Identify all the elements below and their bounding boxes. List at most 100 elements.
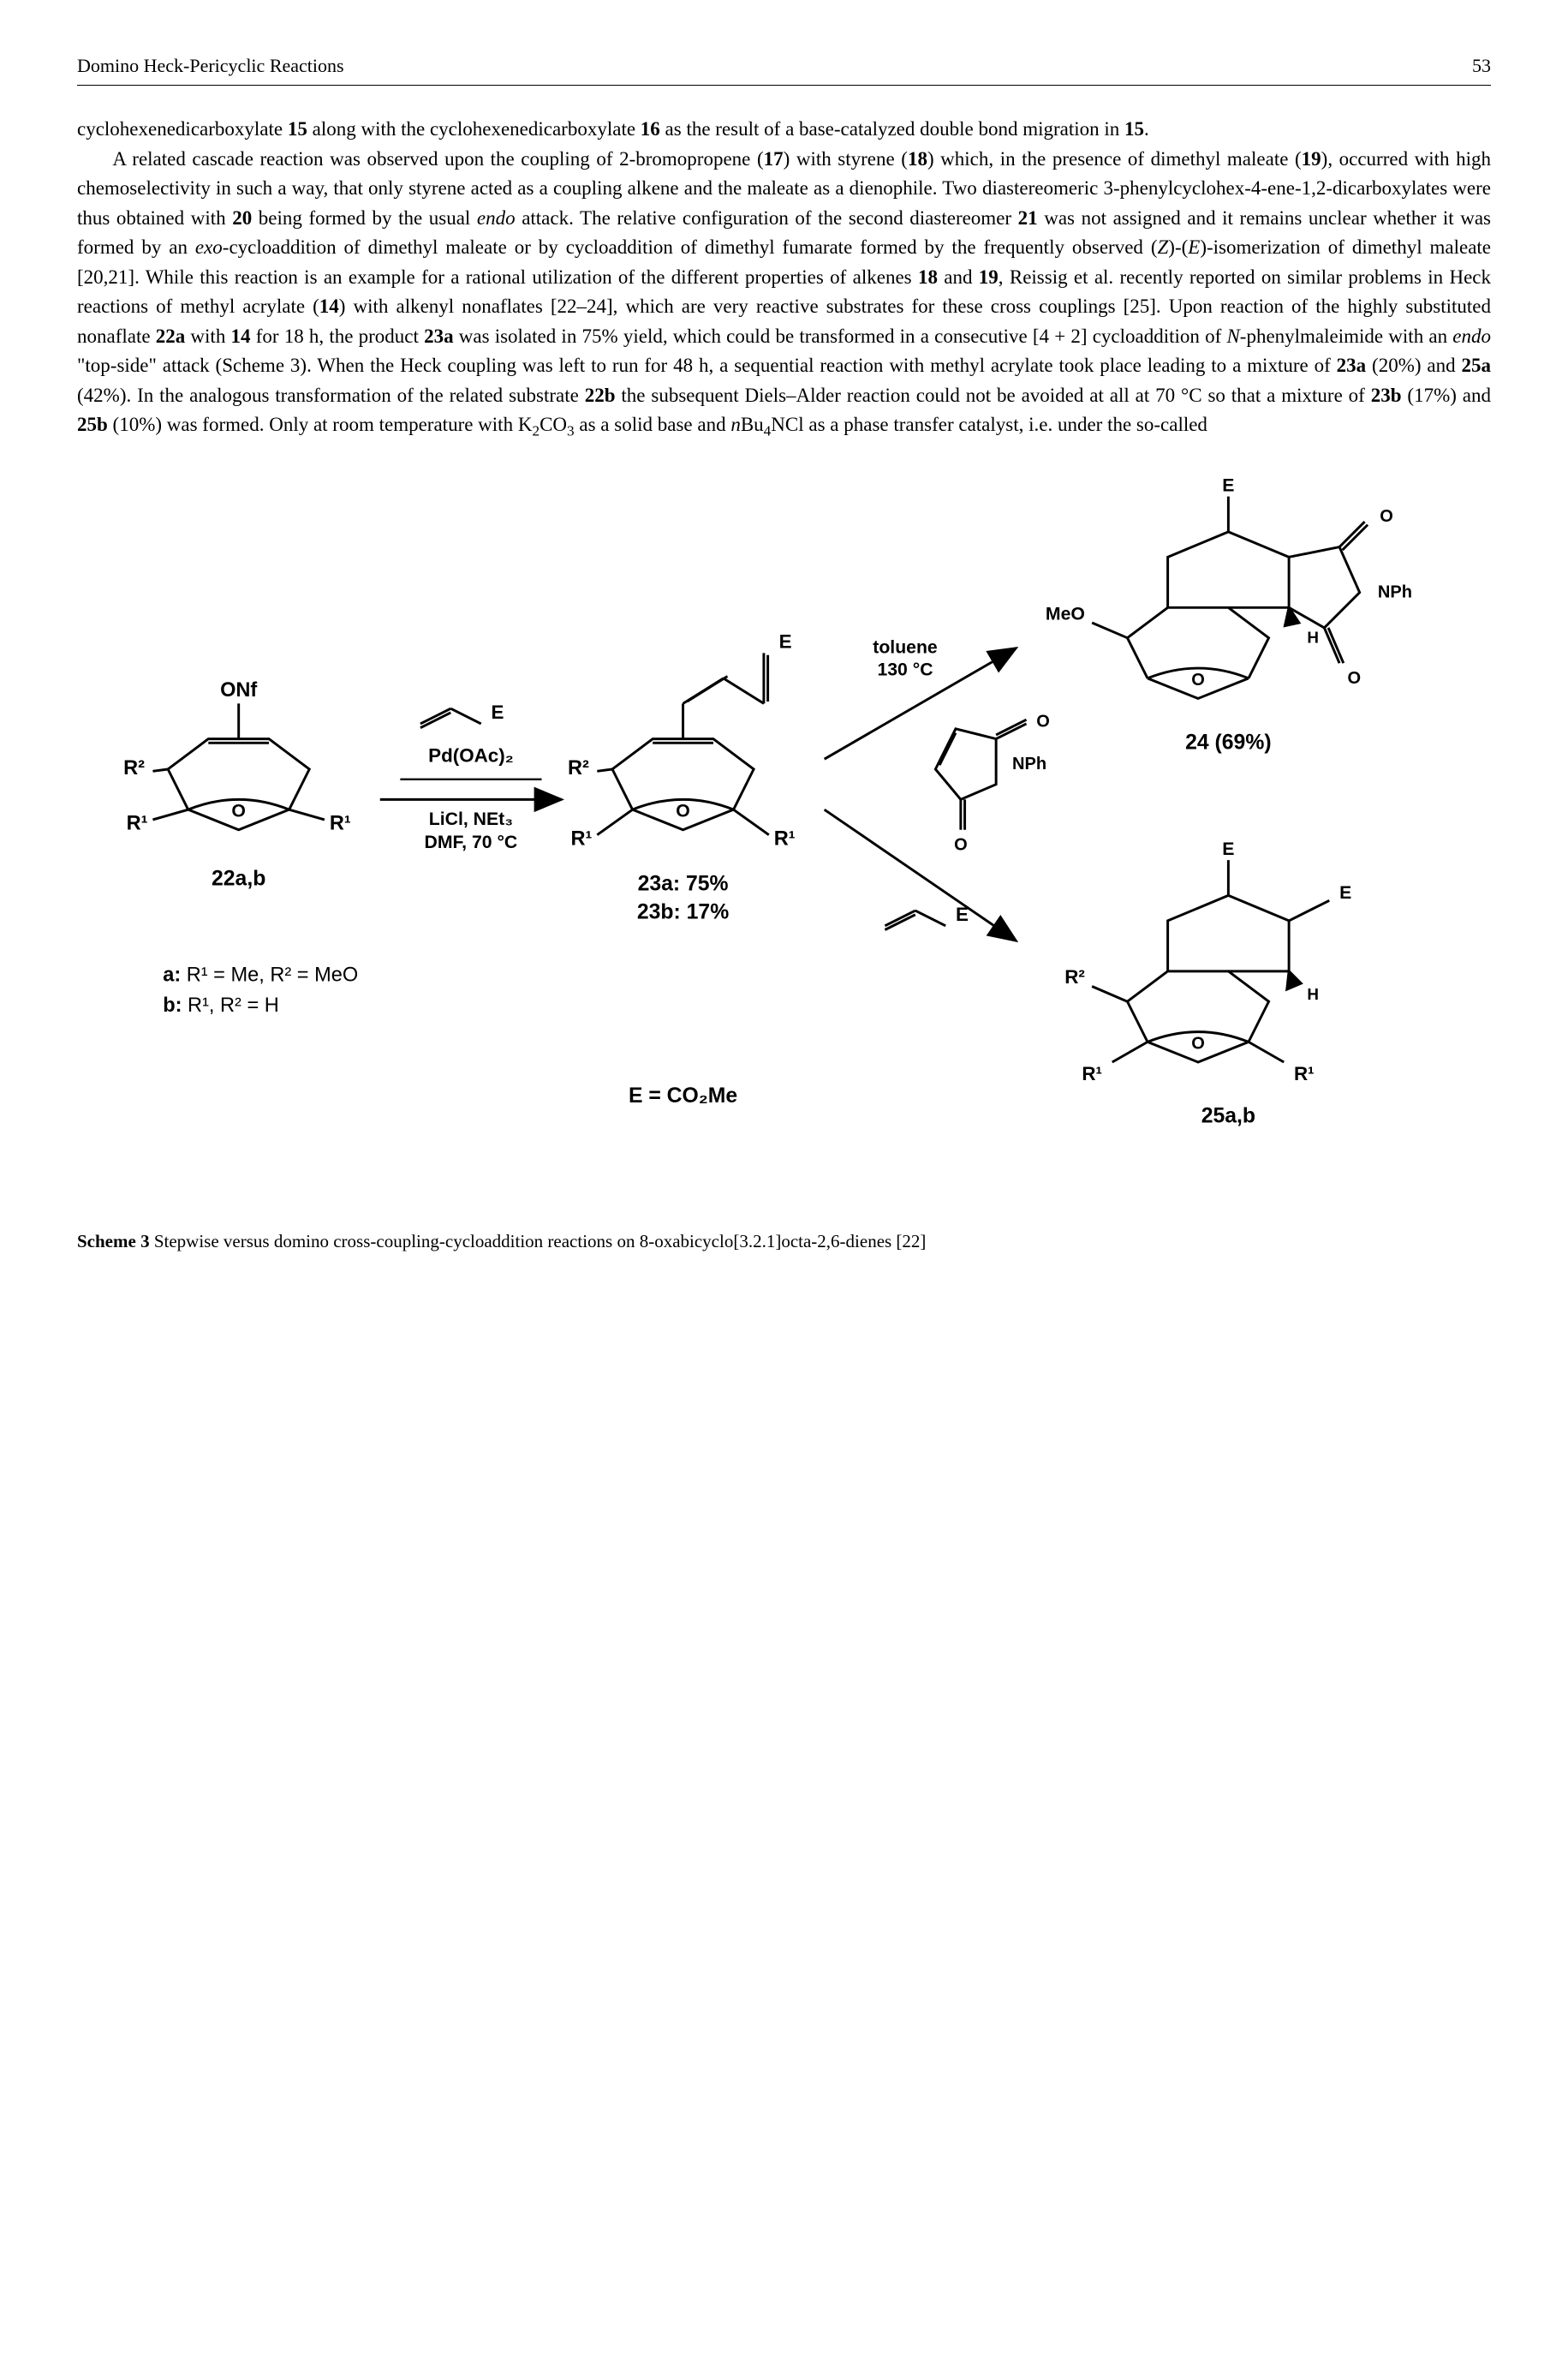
running-head: Domino Heck-Pericyclic Reactions: [77, 51, 344, 80]
paragraph-1: cyclohexenedicarboxylate 15 along with t…: [77, 115, 1491, 145]
compound-25b: 25b: [77, 414, 108, 435]
label-o-maleimide-1: O: [1036, 713, 1050, 732]
text: cyclohexenedicarboxylate: [77, 118, 288, 140]
text: the subsequent Diels–Alder reaction coul…: [616, 385, 1371, 406]
label-r1-left-b: R¹: [330, 812, 351, 834]
compound-15b: 15: [1124, 118, 1144, 140]
label-b-sub: b: R¹, R² = H: [163, 994, 279, 1016]
text: was isolated in 75% yield, which could b…: [454, 325, 1227, 347]
arrow-down: [825, 810, 1017, 941]
text: along with the cyclohexenedicarboxylate: [307, 118, 641, 140]
label-toluene: toluene: [873, 638, 938, 658]
subscript: 2: [532, 423, 540, 439]
text: Bu: [741, 414, 764, 435]
label-a-sub: a: R¹ = Me, R² = MeO: [163, 964, 358, 986]
scheme-svg: ONf R² R¹ R¹ O 22a,b E Pd(OAc)₂ LiCl, NE…: [77, 476, 1491, 1203]
text: as the result of a base-catalyzed double…: [660, 118, 1124, 140]
body-text: cyclohexenedicarboxylate 15 along with t…: [77, 115, 1491, 442]
scheme-label: Scheme 3: [77, 1231, 150, 1251]
label-o-mid: O: [676, 802, 690, 821]
reagent-maleimide: [935, 720, 1026, 831]
label-o-24b: O: [1348, 669, 1362, 688]
compound-18: 18: [908, 148, 927, 170]
compound-14b: 14: [231, 325, 251, 347]
compound-20: 20: [232, 207, 252, 229]
italic-n-prefix: n: [730, 414, 741, 435]
compound-21: 21: [1018, 207, 1038, 229]
compound-18b: 18: [918, 266, 938, 288]
label-o-25-bridge: O: [1191, 1035, 1205, 1054]
label-e-reagent: E: [492, 702, 504, 723]
caption-text: Stepwise versus domino cross-coupling-cy…: [150, 1231, 927, 1251]
label-r1-mid-b: R¹: [774, 827, 796, 850]
label-24pct: 24 (69%): [1185, 732, 1271, 755]
text: for 18 h, the product: [251, 325, 425, 347]
label-e-25a: E: [1222, 840, 1234, 860]
label-r1-25b: R¹: [1294, 1064, 1315, 1085]
text: (10%) was formed. Only at room temperatu…: [108, 414, 533, 435]
compound-19b: 19: [979, 266, 999, 288]
label-nph-maleimide: NPh: [1012, 755, 1046, 773]
label-23b: 23b: 17%: [637, 901, 729, 924]
label-meo-24: MeO: [1046, 605, 1085, 624]
compound-14: 14: [319, 296, 339, 317]
text: .: [1144, 118, 1149, 140]
label-licl: LiCl, NEt₃: [429, 809, 513, 829]
reagent-vinyl-e-2: [885, 911, 945, 930]
label-h-25: H: [1307, 985, 1319, 1003]
label-e-23: E: [779, 631, 792, 653]
italic-z: Z: [1157, 236, 1168, 258]
compound-19: 19: [1302, 148, 1321, 170]
label-o-maleimide-2: O: [954, 836, 968, 855]
compound-23b: 23b: [1371, 385, 1402, 406]
compound-17: 17: [764, 148, 784, 170]
page-number: 53: [1472, 51, 1491, 80]
label-e-reagent-2: E: [956, 904, 969, 925]
text: attack. The relative configuration of th…: [516, 207, 1018, 229]
label-eco2me: E = CO₂Me: [629, 1085, 737, 1108]
text: (20%) and: [1366, 355, 1461, 376]
compound-22a: 22a: [156, 325, 186, 347]
scheme-3-caption: Scheme 3 Stepwise versus domino cross-co…: [77, 1228, 1491, 1256]
label-o-left: O: [231, 802, 246, 821]
compound-25a: 25a: [1462, 355, 1492, 376]
compound-15: 15: [288, 118, 307, 140]
label-130c: 130 °C: [877, 660, 933, 680]
label-h-24: H: [1307, 629, 1319, 647]
text: )-(: [1168, 236, 1188, 258]
text: being formed by the usual: [252, 207, 477, 229]
text: A related cascade reaction was observed …: [112, 148, 763, 170]
italic-endo2: endo: [1452, 325, 1491, 347]
text: ) with styrene (: [784, 148, 908, 170]
label-22ab: 22a,b: [212, 868, 265, 891]
label-o-24-bridge: O: [1191, 672, 1205, 690]
compound-23a2: 23a: [1337, 355, 1367, 376]
text: ) which, in the presence of dimethyl mal…: [927, 148, 1302, 170]
text: "top-side" attack (Scheme 3). When the H…: [77, 355, 1337, 376]
text: CO: [540, 414, 567, 435]
label-pdoac2: Pd(OAc)₂: [428, 745, 514, 767]
paragraph-2: A related cascade reaction was observed …: [77, 145, 1491, 443]
label-r1-25a: R¹: [1082, 1064, 1102, 1085]
subscript: 4: [764, 423, 772, 439]
text: -phenylmaleimide with an: [1240, 325, 1453, 347]
italic-n: N: [1226, 325, 1239, 347]
label-o-24a: O: [1380, 508, 1393, 527]
label-r1-mid-a: R¹: [571, 827, 593, 850]
italic-e: E: [1188, 236, 1200, 258]
label-onf: ONf: [220, 679, 257, 702]
label-r2-mid: R²: [568, 756, 589, 779]
compound-23a: 23a: [424, 325, 454, 347]
italic-exo: exo: [195, 236, 223, 258]
label-e-24: E: [1222, 476, 1234, 496]
structure-24: [1092, 497, 1368, 699]
text: (42%). In the analogous transformation o…: [77, 385, 585, 406]
label-r1-left-a: R¹: [127, 812, 148, 834]
compound-16: 16: [641, 118, 660, 140]
text: NCl as a phase transfer catalyst, i.e. u…: [771, 414, 1207, 435]
label-e-25b: E: [1339, 883, 1351, 903]
scheme-3-figure: ONf R² R¹ R¹ O 22a,b E Pd(OAc)₂ LiCl, NE…: [77, 476, 1491, 1213]
text: -cycloaddition of dimethyl maleate or by…: [223, 236, 1158, 258]
reagent-vinyl-e: [420, 709, 481, 728]
structure-25ab: [1092, 861, 1329, 1063]
